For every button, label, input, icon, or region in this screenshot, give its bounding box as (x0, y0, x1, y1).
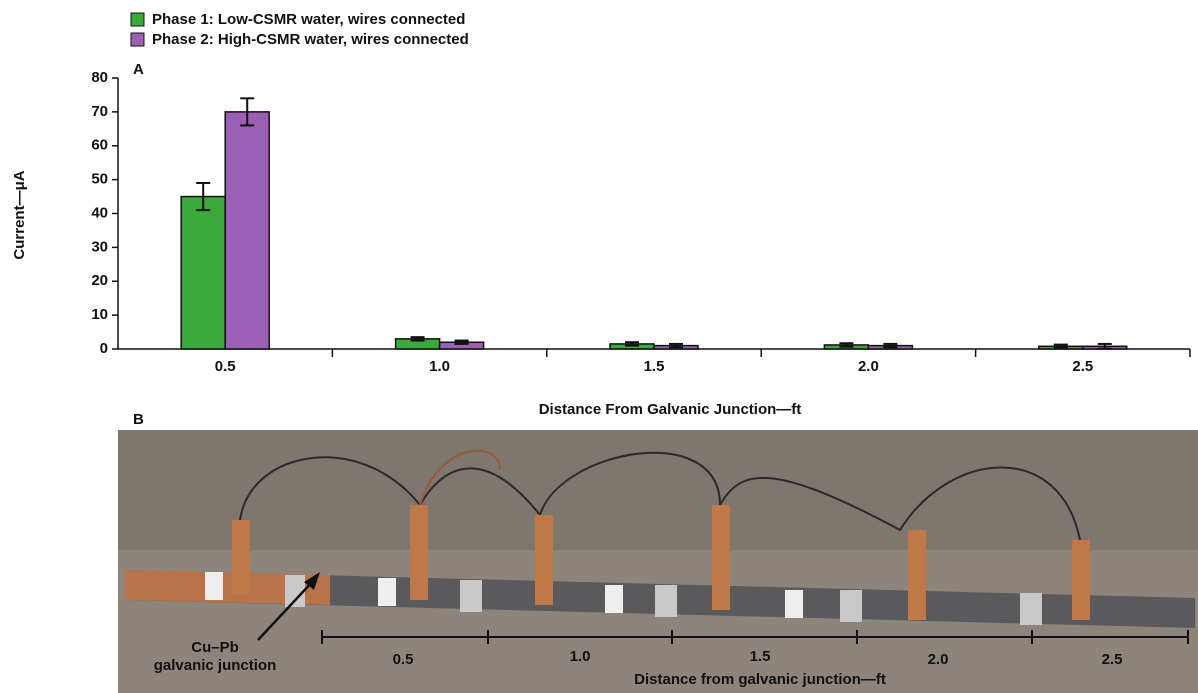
y-tick-label: 20 (91, 272, 108, 289)
annotation: Cu–Pb (191, 639, 239, 656)
x-tick-label: 2.0 (858, 358, 879, 375)
photo (118, 430, 1198, 693)
bar (181, 197, 225, 349)
x-tick-label: 0.5 (215, 358, 236, 375)
legend-label: Phase 2: High-CSMR water, wires connecte… (152, 31, 469, 48)
y-tick-label: 60 (91, 137, 108, 154)
scale-label: 1.5 (750, 648, 771, 665)
x-axis-label: Distance From Galvanic Junction—ft (539, 401, 802, 418)
panel-label: B (133, 411, 144, 428)
panel-label: A (133, 61, 144, 78)
legend-swatch (131, 33, 144, 46)
x-tick-label: 2.5 (1072, 358, 1093, 375)
y-tick-label: 80 (91, 69, 108, 86)
scale-label: 0.5 (393, 651, 414, 668)
y-tick-label: 0 (100, 340, 108, 357)
y-axis-label: Current—μA (11, 170, 28, 259)
y-tick-label: 30 (91, 238, 108, 255)
y-tick-label: 10 (91, 306, 108, 323)
scale-label: 2.5 (1102, 651, 1123, 668)
bar (225, 112, 269, 349)
legend-label: Phase 1: Low-CSMR water, wires connected (152, 11, 465, 28)
y-tick-label: 70 (91, 103, 108, 120)
scale-label: 2.0 (928, 651, 949, 668)
scale-label: 1.0 (570, 648, 591, 665)
legend-swatch (131, 13, 144, 26)
x-tick-label: 1.0 (429, 358, 450, 375)
y-tick-label: 50 (91, 171, 108, 188)
annotation: galvanic junction (154, 657, 277, 674)
photo-axis-label: Distance from galvanic junction—ft (634, 671, 886, 688)
y-tick-label: 40 (91, 204, 108, 221)
figure: A Current—μA Distance From Galvanic Junc… (0, 0, 1198, 693)
x-tick-label: 1.5 (644, 358, 665, 375)
